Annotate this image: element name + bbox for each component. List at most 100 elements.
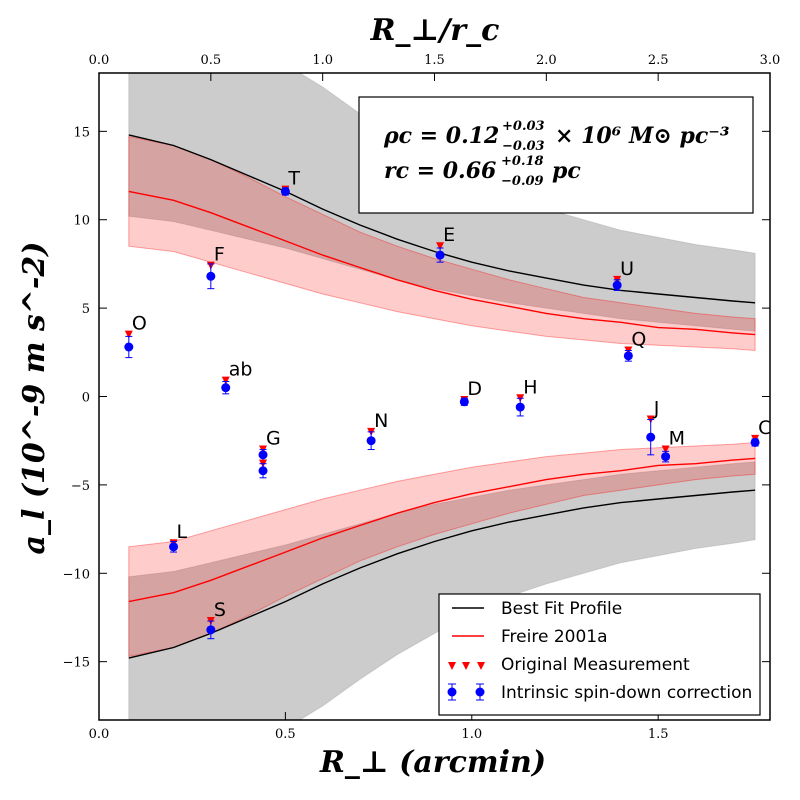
point-label: T — [287, 168, 300, 190]
intrinsic-correction-marker — [258, 450, 268, 460]
point-label: O — [132, 313, 147, 335]
intrinsic-correction-marker — [623, 351, 633, 361]
rc-value: rc = 0.66 — [384, 158, 496, 184]
point-label: J — [653, 397, 660, 419]
intrinsic-correction-marker — [221, 383, 231, 393]
annotation-box — [358, 96, 754, 214]
top-axis-title: R_⊥/r_c — [370, 13, 500, 48]
intrinsic-correction-marker — [646, 432, 656, 442]
point-label: G — [266, 428, 281, 450]
data-point-H: H — [515, 376, 538, 417]
x2-tick-label: 0.5 — [200, 53, 221, 68]
data-point-M: M — [661, 428, 685, 463]
x2-tick-label: 2.0 — [536, 53, 557, 68]
x-tick-label: 1.0 — [461, 727, 482, 742]
y-tick-label: 5 — [82, 302, 90, 317]
y-tick-label: −10 — [63, 567, 90, 582]
data-point-O: O — [124, 313, 147, 359]
rho-value: ρc = 0.12 — [383, 123, 499, 149]
legend-box — [438, 593, 761, 716]
original-measurement-marker — [221, 376, 230, 385]
x2-tick-label: 0.0 — [89, 53, 110, 68]
x-tick-label: 0.0 — [89, 727, 110, 742]
best-fit-lower-curve — [128, 489, 756, 659]
intrinsic-correction-marker — [206, 625, 216, 635]
intrinsic-correction-marker — [124, 342, 134, 352]
bottom-axis-title: R_⊥ (arcmin) — [319, 745, 546, 780]
data-point-ab: ab — [221, 359, 253, 395]
data-point-extra-5 — [258, 459, 268, 479]
intrinsic-correction-marker — [280, 186, 290, 196]
profile-curves — [128, 134, 756, 659]
data-point-F: F — [206, 244, 225, 290]
data-point-U: U — [612, 258, 634, 291]
point-label: M — [669, 428, 685, 450]
intrinsic-correction-marker — [169, 542, 179, 552]
rho-units: × 10⁶ M⊙ pc⁻³ — [555, 123, 730, 149]
freire-lower-curve — [128, 457, 756, 603]
intrinsic-correction-marker — [750, 437, 760, 447]
original-measurement-marker — [661, 445, 670, 454]
x2-tick-label: 1.0 — [312, 53, 333, 68]
data-point-N: N — [366, 410, 388, 451]
parameter-annotation: ρc = 0.12 +0.03 −0.03 × 10⁶ M⊙ pc⁻³ rc =… — [358, 96, 754, 214]
rho-upper-error: +0.03 — [502, 119, 545, 134]
point-label: S — [214, 599, 226, 621]
legend-intrinsic-label: Intrinsic spin-down correction — [501, 683, 752, 703]
x-tick-label: 0.5 — [275, 727, 296, 742]
intrinsic-correction-marker — [459, 397, 469, 407]
rc-upper-error: +0.18 — [501, 154, 544, 169]
legend-best-fit-label: Best Fit Profile — [501, 599, 622, 619]
intrinsic-correction-marker — [661, 452, 671, 462]
freire-upper-curve — [128, 190, 756, 336]
point-label: ab — [229, 359, 253, 381]
legend-original-swatch — [448, 662, 485, 670]
point-label: D — [467, 378, 482, 400]
x2-tick-label: 2.5 — [648, 53, 669, 68]
y-tick-label: 15 — [73, 125, 90, 140]
point-label: N — [374, 410, 388, 432]
intrinsic-correction-marker — [206, 271, 216, 281]
intrinsic-correction-marker — [515, 402, 525, 412]
data-points: O F Tab G L S N E D H U Q JM C — [124, 168, 771, 640]
x2-tick-label: 1.5 — [424, 53, 445, 68]
point-label: Q — [631, 329, 646, 351]
axis-ticks: 0.0 0.5 1.0 1.5 0.0 0.5 1.0 1.5 2.0 2.5 3.0 −15 −10 −… — [63, 53, 781, 742]
data-point-D: D — [459, 378, 482, 407]
legend-intrinsic-swatch — [447, 683, 485, 701]
data-point-E: E — [435, 224, 455, 263]
intrinsic-correction-marker — [366, 436, 376, 446]
legend: Best Fit Profile Freire 2001a Original M… — [438, 593, 761, 716]
y-tick-label: 0 — [82, 391, 90, 406]
best-fit-upper-curve — [128, 134, 756, 304]
point-label: C — [758, 417, 771, 439]
x-tick-label: 1.5 — [648, 727, 669, 742]
legend-original-label: Original Measurement — [501, 655, 690, 675]
rho-lower-error: −0.03 — [502, 139, 545, 154]
data-point-Q: Q — [623, 329, 646, 362]
intrinsic-correction-marker — [435, 250, 445, 260]
intrinsic-correction-marker — [258, 466, 268, 476]
original-measurement-marker — [436, 242, 445, 251]
rc-units: pc — [552, 158, 581, 184]
legend-freire-label: Freire 2001a — [501, 627, 608, 647]
data-point-S: S — [206, 599, 226, 640]
y-axis-title: a_l (10^-9 m s^-2) — [17, 242, 52, 555]
original-measurement-marker — [124, 330, 133, 339]
data-point-C: C — [750, 417, 771, 447]
point-label: H — [523, 376, 537, 398]
data-point-J: J — [646, 397, 660, 456]
y-tick-label: −15 — [63, 656, 90, 671]
intrinsic-correction-marker — [612, 280, 622, 290]
point-label: F — [214, 244, 225, 266]
x2-tick-label: 3.0 — [760, 53, 781, 68]
y-tick-label: 10 — [73, 214, 90, 229]
y-tick-label: −5 — [71, 479, 90, 494]
rc-lower-error: −0.09 — [501, 174, 544, 189]
best-fit-lower-band — [128, 461, 756, 720]
data-point-T: T — [280, 168, 300, 196]
point-label: L — [177, 521, 188, 543]
point-label: E — [443, 224, 455, 246]
data-point-L: L — [169, 521, 188, 553]
